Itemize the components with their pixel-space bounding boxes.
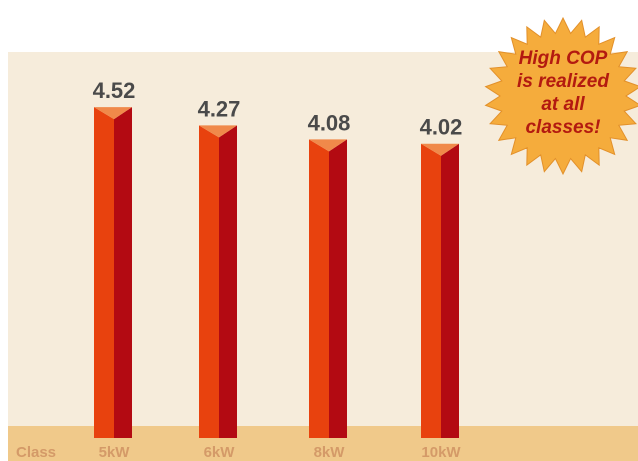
starburst-badge-shape: [484, 16, 638, 176]
x-tick-labels-group: Class 5kW 6kW 8kW 10kW: [16, 444, 461, 461]
badge-line-2: is realized: [517, 71, 609, 92]
bar-top-cap: [199, 125, 237, 138]
bar-8kW: [309, 139, 347, 438]
bar-side-face: [114, 107, 132, 439]
bar-front-face: [421, 143, 441, 438]
badge-line-4: classes!: [525, 117, 600, 138]
bars-group: [94, 107, 459, 439]
value-label: 4.02: [420, 115, 463, 140]
bar-side-face: [441, 143, 459, 438]
bar-side-face: [329, 139, 347, 438]
bar-top-cap: [309, 139, 347, 152]
x-tick-label: 6kW: [204, 444, 236, 461]
bar-front-face: [94, 107, 114, 439]
bar-side-face: [219, 125, 237, 438]
value-label: 4.27: [198, 96, 241, 121]
bar-6kW: [199, 125, 237, 438]
x-tick-label: 5kW: [99, 444, 131, 461]
x-axis-title: Class: [16, 444, 56, 461]
bar-front-face: [199, 125, 219, 438]
high-cop-badge: High COP is realized at all classes!: [484, 16, 638, 176]
value-label: 4.52: [93, 78, 136, 103]
x-tick-label: 8kW: [314, 444, 346, 461]
badge-line-3: at all: [541, 94, 585, 115]
bar-top-cap: [421, 143, 459, 156]
bar-front-face: [309, 139, 329, 438]
value-labels-group: 4.52 4.27 4.08 4.02: [93, 78, 463, 140]
bar-10kW: [421, 143, 459, 438]
x-tick-label: 10kW: [421, 444, 461, 461]
bar-5kW: [94, 107, 132, 439]
bar-top-cap: [94, 107, 132, 120]
value-label: 4.08: [308, 110, 351, 135]
badge-line-1: High COP: [519, 48, 608, 69]
